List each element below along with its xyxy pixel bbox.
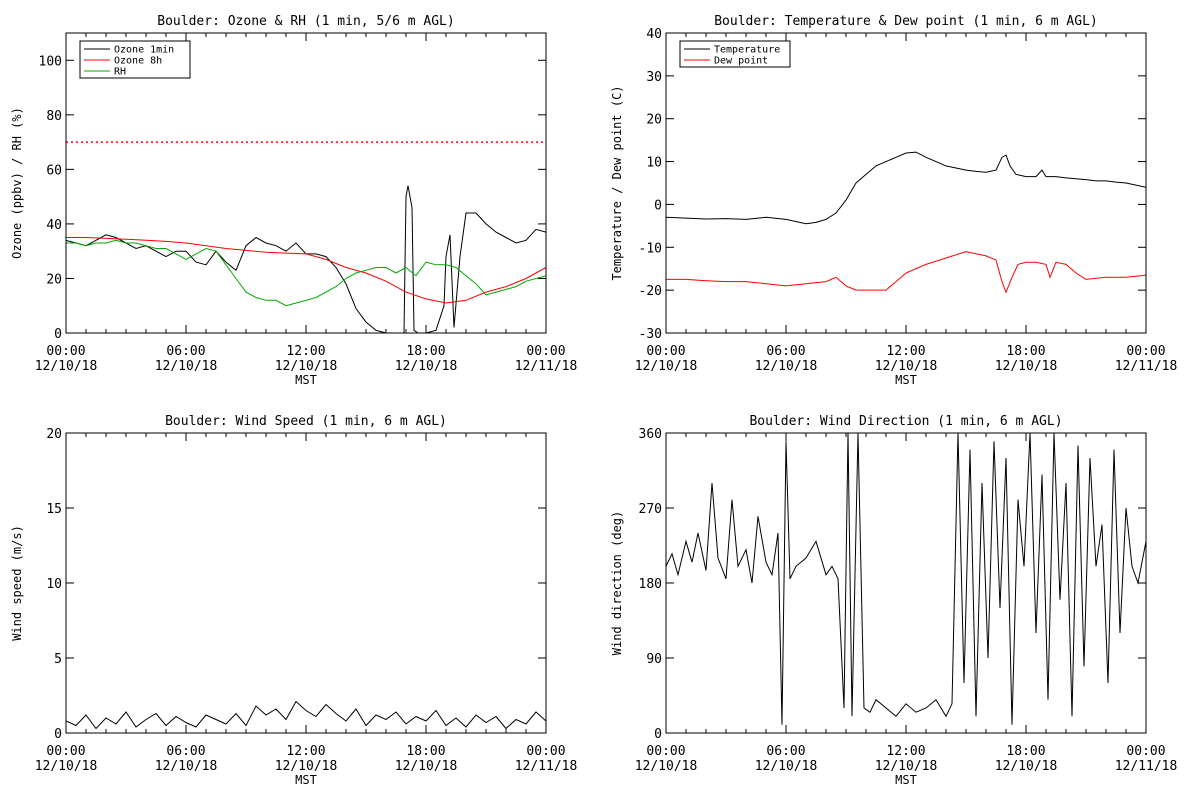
x-tick-label: 12:00 bbox=[886, 344, 925, 359]
chart-title: Boulder: Wind Speed (1 min, 6 m AGL) bbox=[165, 414, 447, 429]
legend-box bbox=[679, 40, 791, 68]
legend-label: Ozone 1min bbox=[114, 45, 174, 56]
y-tick-label: 180 bbox=[639, 577, 662, 592]
y-tick-label: 5 bbox=[54, 652, 62, 667]
x-axis-label: MST bbox=[895, 373, 917, 387]
y-tick-label: 270 bbox=[639, 502, 662, 517]
x-tick-label: 00:00 bbox=[46, 344, 85, 359]
x-tick-label: 18:00 bbox=[1006, 744, 1045, 759]
y-tick-label: 20 bbox=[46, 272, 62, 287]
y-tick-label: 0 bbox=[54, 327, 62, 342]
x-tick-date: 12/10/18 bbox=[275, 359, 338, 374]
x-tick-date: 12/10/18 bbox=[755, 359, 818, 374]
plot-frame bbox=[65, 432, 547, 734]
x-tick-date: 12/10/18 bbox=[635, 759, 698, 774]
x-tick-label: 18:00 bbox=[406, 344, 445, 359]
x-tick-label: 12:00 bbox=[886, 744, 925, 759]
series-line-0 bbox=[66, 700, 546, 730]
x-tick-label: 00:00 bbox=[1126, 344, 1165, 359]
chart-title: Boulder: Temperature & Dew point (1 min,… bbox=[714, 14, 1098, 29]
chart-wind-speed: Boulder: Wind Speed (1 min, 6 m AGL) 00:0… bbox=[10, 414, 577, 787]
x-tick-date: 12/10/18 bbox=[35, 759, 98, 774]
x-axis-label: MST bbox=[295, 373, 317, 387]
x-tick-label: 00:00 bbox=[646, 344, 685, 359]
x-tick-date: 12/11/18 bbox=[1115, 759, 1178, 774]
x-tick-date: 12/10/18 bbox=[635, 359, 698, 374]
chart-title: Boulder: Ozone & RH (1 min, 5/6 m AGL) bbox=[157, 14, 454, 29]
y-tick-label: 15 bbox=[46, 502, 62, 517]
y-tick-label: 0 bbox=[54, 727, 62, 742]
series-line-temperature bbox=[666, 151, 1146, 225]
x-tick-label: 00:00 bbox=[46, 744, 85, 759]
plot-frame bbox=[665, 32, 1147, 334]
x-tick-date: 12/10/18 bbox=[995, 759, 1058, 774]
x-tick-label: 06:00 bbox=[166, 344, 205, 359]
x-tick-label: 00:00 bbox=[646, 744, 685, 759]
y-axis-label: Temperature / Dew point (C) bbox=[610, 85, 624, 280]
x-tick-date: 12/10/18 bbox=[755, 759, 818, 774]
y-tick-label: 90 bbox=[646, 652, 662, 667]
x-tick-date: 12/10/18 bbox=[275, 759, 338, 774]
x-tick-date: 12/11/18 bbox=[515, 359, 578, 374]
x-tick-label: 18:00 bbox=[406, 744, 445, 759]
y-tick-label: -10 bbox=[639, 241, 662, 256]
chart-temp-dew: Boulder: Temperature & Dew point (1 min,… bbox=[610, 14, 1177, 387]
legend-label: RH bbox=[114, 67, 126, 78]
legend-label: Temperature bbox=[714, 45, 780, 56]
chart-ozone-rh: Boulder: Ozone & RH (1 min, 5/6 m AGL)00… bbox=[10, 14, 577, 387]
x-tick-label: 18:00 bbox=[1006, 344, 1045, 359]
legend-label: Dew point bbox=[714, 56, 768, 67]
x-axis-label: MST bbox=[895, 773, 917, 787]
y-tick-label: 80 bbox=[46, 109, 62, 124]
series-line-rh bbox=[66, 239, 546, 307]
legend-label: Ozone 8h bbox=[114, 56, 162, 67]
y-axis-label: Ozone (ppbv) / RH (%) bbox=[10, 107, 24, 259]
x-tick-date: 12/11/18 bbox=[515, 759, 578, 774]
chart-title: Boulder: Wind Direction (1 min, 6 m AGL) bbox=[749, 414, 1062, 429]
y-tick-label: 30 bbox=[646, 70, 662, 85]
x-tick-date: 12/10/18 bbox=[995, 359, 1058, 374]
x-tick-date: 12/11/18 bbox=[1115, 359, 1178, 374]
x-tick-date: 12/10/18 bbox=[35, 359, 98, 374]
y-axis-label: Wind speed (m/s) bbox=[10, 525, 24, 641]
x-tick-label: 06:00 bbox=[166, 744, 205, 759]
series-line-ozone-1min bbox=[66, 185, 546, 333]
x-tick-label: 12:00 bbox=[286, 744, 325, 759]
x-tick-date: 12/10/18 bbox=[155, 359, 218, 374]
series-line-dew-point bbox=[666, 251, 1146, 294]
plot-frame bbox=[665, 432, 1147, 734]
x-tick-date: 12/10/18 bbox=[875, 359, 938, 374]
y-tick-label: -30 bbox=[639, 327, 662, 342]
x-tick-date: 12/10/18 bbox=[395, 359, 458, 374]
x-tick-label: 06:00 bbox=[766, 744, 805, 759]
series-line-0 bbox=[666, 433, 1146, 725]
y-tick-label: 40 bbox=[646, 27, 662, 42]
y-tick-label: 20 bbox=[646, 113, 662, 128]
y-tick-label: 0 bbox=[654, 198, 662, 213]
y-tick-label: 100 bbox=[39, 54, 62, 69]
y-tick-label: 60 bbox=[46, 163, 62, 178]
y-axis-label: Wind direction (deg) bbox=[610, 511, 624, 656]
x-tick-date: 12/10/18 bbox=[155, 759, 218, 774]
x-tick-label: 06:00 bbox=[766, 344, 805, 359]
x-tick-date: 12/10/18 bbox=[875, 759, 938, 774]
y-tick-label: 10 bbox=[46, 577, 62, 592]
y-tick-label: 10 bbox=[646, 156, 662, 171]
x-tick-label: 12:00 bbox=[286, 344, 325, 359]
x-tick-label: 00:00 bbox=[526, 344, 565, 359]
chart-wind-direction: Boulder: Wind Direction (1 min, 6 m AGL)… bbox=[610, 414, 1177, 787]
x-tick-date: 12/10/18 bbox=[395, 759, 458, 774]
y-tick-label: 360 bbox=[639, 427, 662, 442]
x-tick-label: 00:00 bbox=[1126, 744, 1165, 759]
y-tick-label: -20 bbox=[639, 284, 662, 299]
y-tick-label: 20 bbox=[46, 427, 62, 442]
series-line-ozone-8h bbox=[66, 237, 546, 304]
y-tick-label: 40 bbox=[46, 218, 62, 233]
x-axis-label: MST bbox=[295, 773, 317, 787]
y-tick-label: 0 bbox=[654, 727, 662, 742]
x-tick-label: 00:00 bbox=[526, 744, 565, 759]
